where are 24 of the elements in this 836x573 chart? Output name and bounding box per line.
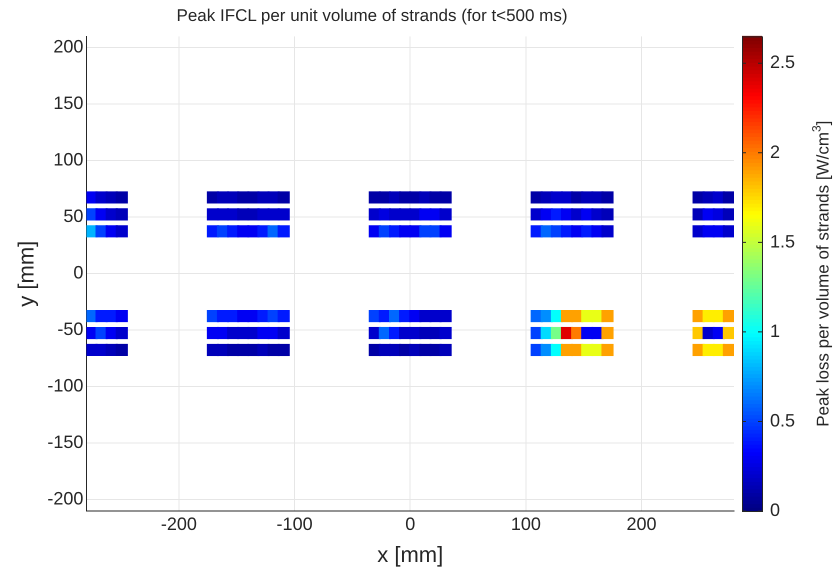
y-tick-label: 200 [53,36,84,57]
color-bar-label: 0.5 [770,410,796,430]
color-bar-label: 1 [770,320,780,341]
y-tick-label: -100 [47,376,84,396]
y-tick-label: -200 [47,488,84,509]
y-tick-label: 100 [53,150,84,170]
y-tick-label: 0 [73,262,84,283]
y-tick-label: -50 [57,319,84,340]
x-tick-label: -200 [160,514,197,534]
color-bar-title: Peak loss per volume of strands [W/cm3] [809,120,833,427]
x-axis-title: x [mm] [377,542,444,567]
color-bar-label: 2 [770,142,780,162]
color-bar-label: 2.5 [770,52,796,72]
color-bar-label: 0 [770,500,780,520]
y-tick-label: -150 [47,432,84,452]
x-tick-label: 0 [405,514,416,534]
y-tick-label: 50 [63,206,84,226]
x-tick-label: -100 [276,514,313,534]
y-tick-label: 150 [53,93,84,114]
x-tick-label: 200 [626,514,657,534]
color-bar-label: 1.5 [770,231,796,252]
y-axis-title: y [mm] [13,240,38,307]
chart-title: Peak IFCL per unit volume of strands (for t<500 ms) [176,6,568,25]
x-tick-label: 100 [510,514,541,534]
